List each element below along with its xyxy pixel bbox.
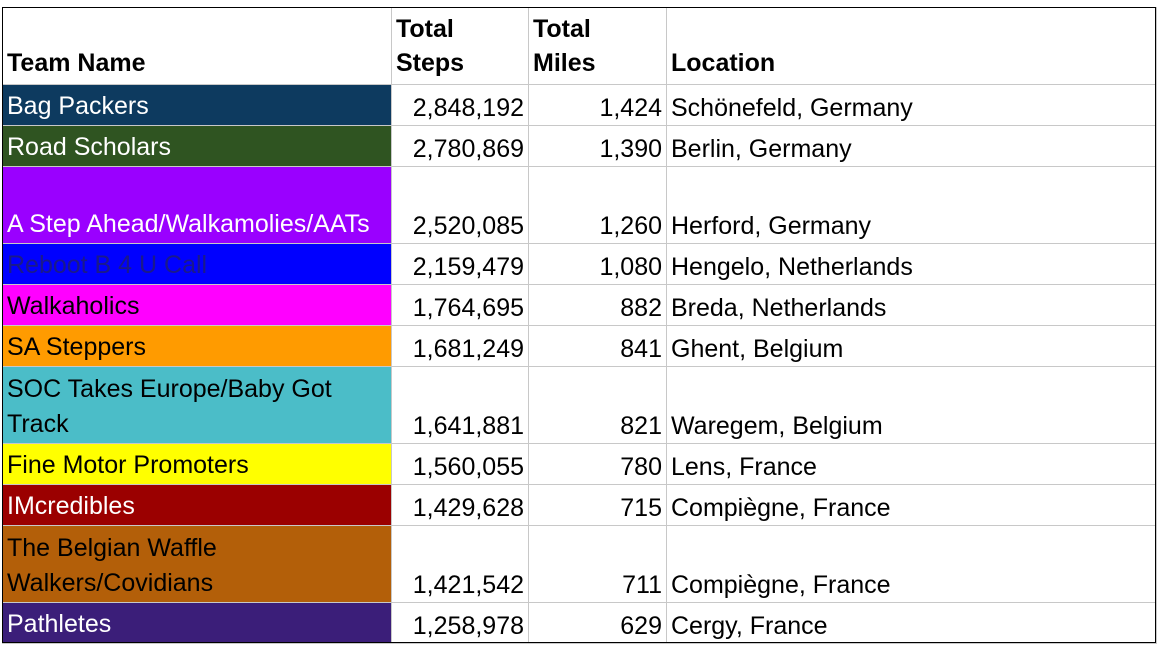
- table-row: SOC Takes Europe/Baby Got Track 1,641,88…: [2, 366, 1157, 444]
- table-row: Bag Packers 2,848,192 1,424 Schönefeld, …: [2, 84, 1157, 126]
- total-steps-cell: 1,429,628: [391, 484, 529, 526]
- team-name-cell: Pathletes: [2, 602, 392, 644]
- team-name-cell: IMcredibles: [2, 484, 392, 526]
- table-row: Pathletes 1,258,978 629 Cergy, France: [2, 602, 1157, 644]
- table-row: SA Steppers 1,681,249 841 Ghent, Belgium: [2, 325, 1157, 367]
- header-team-name: Team Name: [2, 7, 392, 85]
- table-row: Reboot B 4 U Call 2,159,479 1,080 Hengel…: [2, 243, 1157, 285]
- total-miles-cell: 882: [528, 284, 667, 326]
- total-steps-cell: 1,560,055: [391, 443, 529, 485]
- location-cell: Breda, Netherlands: [666, 284, 1157, 326]
- total-steps-cell: 1,641,881: [391, 366, 529, 444]
- location-cell: Cergy, France: [666, 602, 1157, 644]
- location-cell: Schönefeld, Germany: [666, 84, 1157, 126]
- table-row: IMcredibles 1,429,628 715 Compiègne, Fra…: [2, 484, 1157, 526]
- team-name-cell: A Step Ahead/Walkamolies/AATs: [2, 166, 392, 244]
- total-steps-cell: 1,421,542: [391, 525, 529, 603]
- header-row: Team Name Total Steps Total Miles Location: [2, 7, 1157, 85]
- header-total-steps: Total Steps: [391, 7, 529, 85]
- total-miles-cell: 780: [528, 443, 667, 485]
- team-steps-table: Team Name Total Steps Total Miles Location…: [2, 7, 1157, 644]
- total-miles-cell: 1,390: [528, 125, 667, 167]
- header-location: Location: [666, 7, 1157, 85]
- total-steps-cell: 2,780,869: [391, 125, 529, 167]
- header-total-miles: Total Miles: [528, 7, 667, 85]
- location-cell: Compiègne, France: [666, 484, 1157, 526]
- total-miles-cell: 715: [528, 484, 667, 526]
- table-row: A Step Ahead/Walkamolies/AATs 2,520,085 …: [2, 166, 1157, 244]
- total-steps-cell: 1,258,978: [391, 602, 529, 644]
- team-name-cell: SA Steppers: [2, 325, 392, 367]
- team-name-cell: The Belgian Waffle Walkers/Covidians: [2, 525, 392, 603]
- team-name-cell: SOC Takes Europe/Baby Got Track: [2, 366, 392, 444]
- total-miles-cell: 1,424: [528, 84, 667, 126]
- location-cell: Lens, France: [666, 443, 1157, 485]
- total-steps-cell: 2,848,192: [391, 84, 529, 126]
- location-cell: Hengelo, Netherlands: [666, 243, 1157, 285]
- total-miles-cell: 629: [528, 602, 667, 644]
- total-miles-cell: 711: [528, 525, 667, 603]
- total-steps-cell: 1,764,695: [391, 284, 529, 326]
- total-steps-cell: 1,681,249: [391, 325, 529, 367]
- team-name-cell: Bag Packers: [2, 84, 392, 126]
- table-row: Walkaholics 1,764,695 882 Breda, Netherl…: [2, 284, 1157, 326]
- total-miles-cell: 841: [528, 325, 667, 367]
- location-cell: Waregem, Belgium: [666, 366, 1157, 444]
- location-cell: Compiègne, France: [666, 525, 1157, 603]
- total-steps-cell: 2,159,479: [391, 243, 529, 285]
- table-row: Fine Motor Promoters 1,560,055 780 Lens,…: [2, 443, 1157, 485]
- total-miles-cell: 1,260: [528, 166, 667, 244]
- table-row: The Belgian Waffle Walkers/Covidians 1,4…: [2, 525, 1157, 603]
- team-name-cell: Reboot B 4 U Call: [2, 243, 392, 285]
- team-name-cell: Fine Motor Promoters: [2, 443, 392, 485]
- team-name-cell: Road Scholars: [2, 125, 392, 167]
- location-cell: Berlin, Germany: [666, 125, 1157, 167]
- location-cell: Ghent, Belgium: [666, 325, 1157, 367]
- table-row: Road Scholars 2,780,869 1,390 Berlin, Ge…: [2, 125, 1157, 167]
- total-miles-cell: 1,080: [528, 243, 667, 285]
- team-name-cell: Walkaholics: [2, 284, 392, 326]
- total-miles-cell: 821: [528, 366, 667, 444]
- location-cell: Herford, Germany: [666, 166, 1157, 244]
- total-steps-cell: 2,520,085: [391, 166, 529, 244]
